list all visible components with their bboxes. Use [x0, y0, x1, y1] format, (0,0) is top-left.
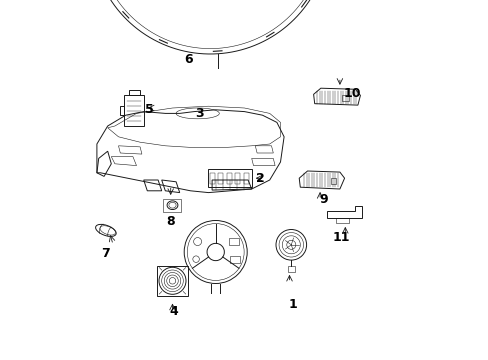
Text: 9: 9 — [319, 193, 327, 206]
Text: 2: 2 — [256, 172, 264, 185]
Text: 6: 6 — [184, 53, 193, 66]
Text: 10: 10 — [343, 87, 361, 100]
Text: 8: 8 — [166, 215, 175, 228]
Text: 4: 4 — [169, 305, 178, 318]
Text: 5: 5 — [144, 103, 153, 116]
Text: 1: 1 — [288, 298, 297, 311]
Text: 3: 3 — [195, 107, 203, 120]
Text: 11: 11 — [332, 231, 350, 244]
Text: 7: 7 — [102, 247, 110, 260]
